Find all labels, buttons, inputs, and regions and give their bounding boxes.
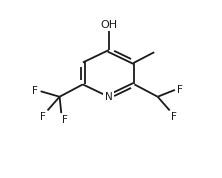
Text: N: N: [105, 92, 113, 102]
Text: F: F: [32, 86, 38, 96]
Text: OH: OH: [100, 20, 117, 30]
Text: F: F: [62, 115, 68, 125]
Text: F: F: [40, 112, 46, 122]
Text: F: F: [177, 85, 183, 95]
Text: F: F: [170, 112, 176, 122]
